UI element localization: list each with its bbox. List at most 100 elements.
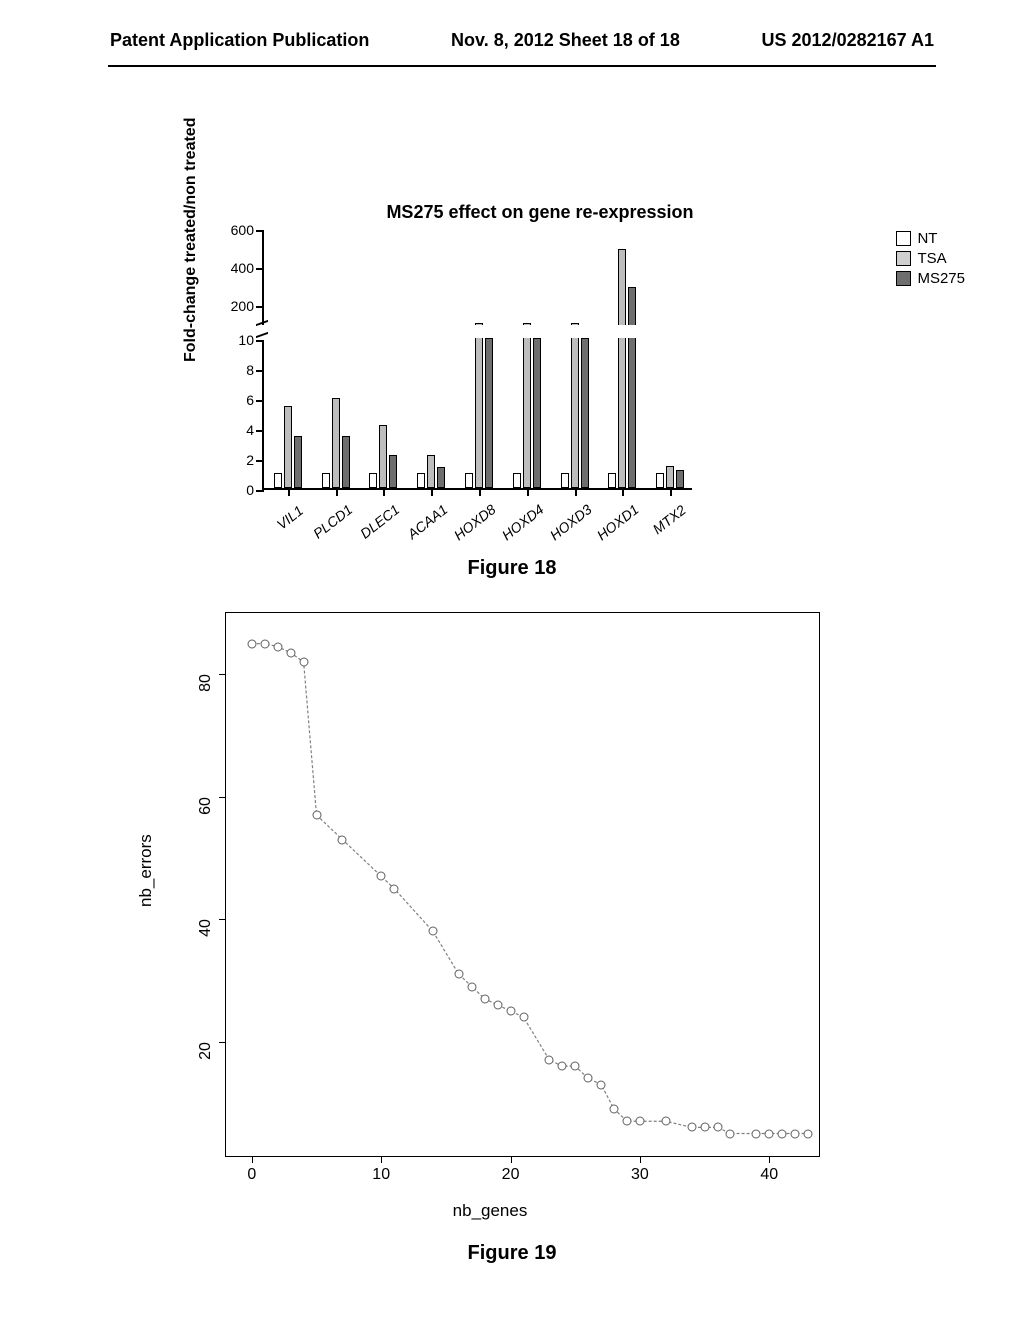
ytick (256, 460, 264, 462)
xtick-label: HOXD8 (451, 501, 499, 543)
bar-TSA (666, 466, 674, 489)
ytick-label: 80 (197, 674, 215, 692)
bar-TSA (475, 323, 483, 325)
data-point (700, 1123, 709, 1132)
ytick-label: 40 (197, 919, 215, 937)
ytick (256, 430, 264, 432)
data-point (519, 1013, 528, 1022)
bar-MS275 (628, 338, 636, 488)
xtick-label: HOXD1 (594, 501, 642, 543)
data-point (390, 884, 399, 893)
data-point (765, 1129, 774, 1138)
xtick (575, 488, 577, 496)
bar-MS275 (437, 467, 445, 488)
data-point (377, 872, 386, 881)
fig18-title: MS275 effect on gene re-expression (240, 202, 840, 223)
xtick (336, 488, 338, 496)
fig18-legend: NT TSA MS275 (896, 230, 965, 290)
bar-NT (322, 473, 330, 488)
fig19-line-svg (226, 613, 821, 1158)
bar-NT (608, 473, 616, 488)
ytick (219, 797, 226, 798)
bar-TSA (379, 425, 387, 488)
ytick (256, 400, 264, 402)
ytick (256, 340, 264, 342)
ytick (256, 370, 264, 372)
data-point (791, 1129, 800, 1138)
fig18-caption: Figure 18 (0, 557, 1024, 580)
header-left: Patent Application Publication (110, 30, 369, 51)
data-point (610, 1105, 619, 1114)
data-point (480, 994, 489, 1003)
fig19-xlabel: nb_genes (453, 1201, 528, 1221)
bar-MS275 (294, 436, 302, 489)
legend-item: TSA (896, 250, 965, 267)
ytick-label: 8 (246, 362, 254, 378)
xtick-label: HOXD3 (546, 501, 594, 543)
ytick (219, 674, 226, 675)
ytick-label: 60 (197, 797, 215, 815)
ytick (219, 919, 226, 920)
figure-18: MS275 effect on gene re-expression Fold-… (200, 202, 840, 572)
header-right: US 2012/0282167 A1 (762, 30, 934, 51)
ytick-label: 10 (238, 332, 254, 348)
bar-MS275 (342, 436, 350, 489)
data-point (635, 1117, 644, 1126)
data-point (571, 1062, 580, 1071)
data-point (247, 639, 256, 648)
fig18-lower-panel: 0246810VIL1PLCD1DLEC1ACAA1HOXD8HOXD4HOXD… (262, 340, 692, 490)
fig18-ylabel: Fold-change treated/non treated (182, 118, 200, 362)
xtick (479, 488, 481, 496)
legend-label: NT (917, 230, 937, 247)
bar-MS275 (389, 455, 397, 488)
data-point (661, 1117, 670, 1126)
fig19-plot-area: 20406080010203040 (225, 612, 820, 1157)
ytick-label: 2 (246, 452, 254, 468)
xtick (640, 1156, 641, 1163)
ytick-label: 4 (246, 422, 254, 438)
data-point (428, 927, 437, 936)
bar-TSA (571, 338, 579, 488)
bar-NT (465, 473, 473, 488)
data-point (454, 970, 463, 979)
data-point (493, 1000, 502, 1009)
data-point (584, 1074, 593, 1083)
bar-TSA (618, 249, 626, 325)
xtick (381, 1156, 382, 1163)
legend-swatch (896, 271, 911, 286)
ytick-label: 400 (231, 260, 254, 276)
xtick-label: 40 (760, 1166, 778, 1184)
data-point (506, 1007, 515, 1016)
data-point (467, 982, 476, 991)
data-point (597, 1080, 606, 1089)
bar-MS275 (628, 287, 636, 325)
xtick (622, 488, 624, 496)
ytick (256, 230, 264, 232)
bar-TSA (427, 455, 435, 488)
ytick-label: 600 (231, 222, 254, 238)
ytick (256, 306, 264, 308)
xtick (252, 1156, 253, 1163)
data-point (778, 1129, 787, 1138)
data-point (713, 1123, 722, 1132)
bar-TSA (284, 406, 292, 489)
xtick-label: PLCD1 (310, 501, 355, 541)
data-point (687, 1123, 696, 1132)
legend-label: TSA (917, 250, 946, 267)
data-point (299, 657, 308, 666)
data-point (286, 648, 295, 657)
bar-NT (561, 473, 569, 488)
ytick-label: 0 (246, 482, 254, 498)
legend-swatch (896, 231, 911, 246)
bar-TSA (523, 338, 531, 488)
page-header: Patent Application Publication Nov. 8, 2… (0, 0, 1024, 61)
xtick-label: DLEC1 (357, 501, 402, 541)
legend-label: MS275 (917, 270, 965, 287)
xtick (288, 488, 290, 496)
xtick (383, 488, 385, 496)
ytick (256, 490, 264, 492)
ytick (219, 1042, 226, 1043)
ytick-label: 20 (197, 1042, 215, 1060)
xtick (527, 488, 529, 496)
data-point (545, 1056, 554, 1065)
